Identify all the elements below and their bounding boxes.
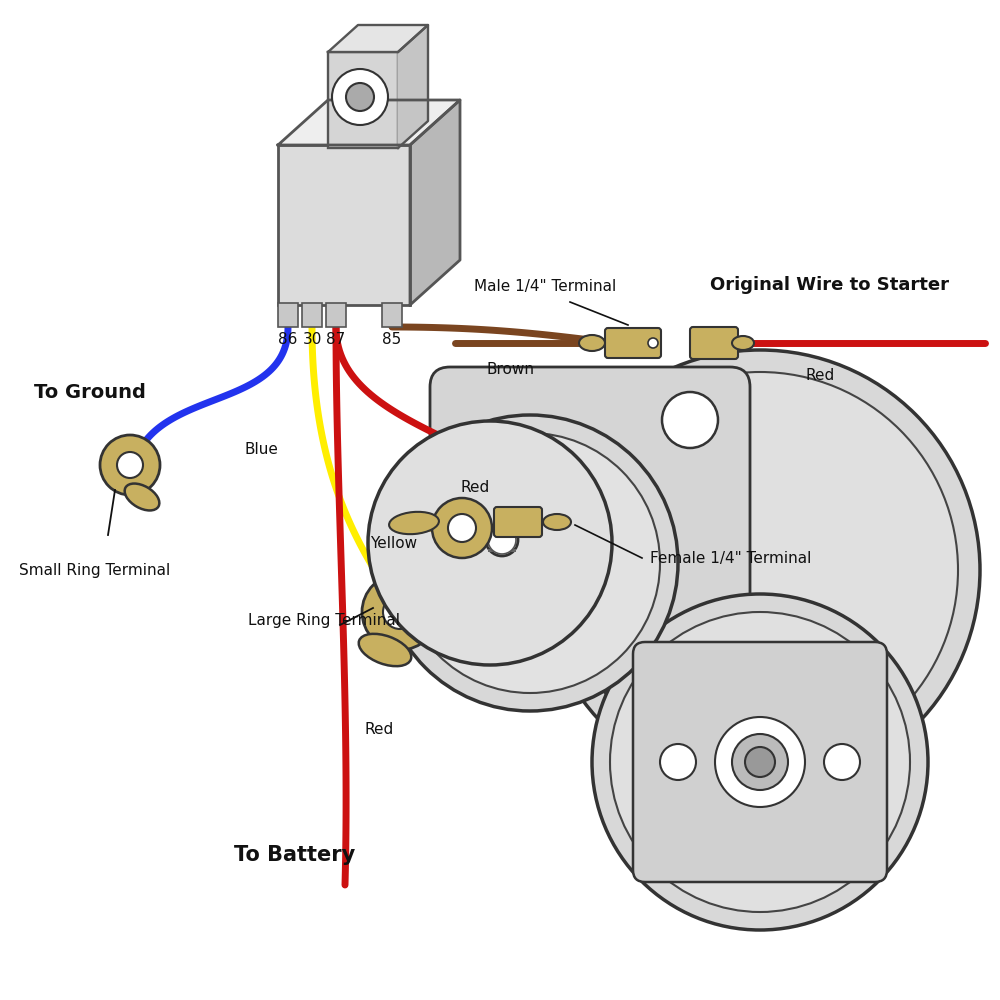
Polygon shape (398, 25, 428, 148)
Polygon shape (328, 25, 428, 52)
Ellipse shape (125, 484, 159, 510)
Bar (448, 539, 476, 542)
Text: 30: 30 (302, 332, 322, 347)
Text: 85: 85 (382, 332, 402, 347)
Circle shape (662, 392, 718, 448)
Circle shape (446, 524, 478, 556)
Text: Blue: Blue (245, 442, 279, 458)
Circle shape (100, 435, 160, 495)
Ellipse shape (543, 514, 571, 530)
Bar (488, 539, 516, 542)
Circle shape (362, 574, 438, 650)
Bar (488, 534, 516, 537)
Circle shape (660, 744, 696, 780)
Bar (448, 549, 476, 552)
Bar (488, 549, 516, 552)
Text: Original Wire to Starter: Original Wire to Starter (710, 276, 950, 294)
FancyBboxPatch shape (605, 328, 661, 358)
Bar (302, 303, 322, 327)
Circle shape (610, 612, 910, 912)
Circle shape (486, 524, 518, 556)
Text: Male 1/4" Terminal: Male 1/4" Terminal (474, 279, 616, 294)
Bar (328, 52, 398, 148)
Circle shape (400, 433, 660, 693)
Bar (448, 544, 476, 547)
Circle shape (382, 415, 678, 711)
Text: To Ground: To Ground (34, 382, 146, 401)
Text: Small Ring Terminal: Small Ring Terminal (19, 562, 171, 578)
Text: Female 1/4" Terminal: Female 1/4" Terminal (650, 550, 811, 566)
Ellipse shape (389, 512, 439, 534)
Circle shape (117, 452, 143, 478)
Polygon shape (278, 100, 460, 145)
Circle shape (488, 526, 516, 554)
Text: Brown: Brown (486, 362, 534, 377)
Bar (278, 145, 410, 305)
Bar (278, 303, 298, 327)
Text: To Battery: To Battery (234, 845, 356, 865)
Circle shape (732, 734, 788, 790)
Ellipse shape (732, 336, 754, 350)
Circle shape (745, 747, 775, 777)
FancyBboxPatch shape (690, 327, 738, 359)
Circle shape (432, 498, 492, 558)
Ellipse shape (359, 634, 411, 666)
Circle shape (368, 421, 612, 665)
Circle shape (383, 595, 417, 629)
Ellipse shape (579, 335, 605, 351)
Bar (448, 529, 476, 532)
Bar (382, 303, 402, 327)
Text: Red: Red (805, 367, 835, 382)
Circle shape (824, 744, 860, 780)
FancyBboxPatch shape (494, 507, 542, 537)
Circle shape (592, 594, 928, 930)
Circle shape (540, 350, 980, 790)
Circle shape (448, 526, 476, 554)
Circle shape (448, 514, 476, 542)
Circle shape (332, 69, 388, 125)
Bar (412, 524, 440, 532)
Text: Red: Red (365, 722, 394, 738)
Text: Large Ring Terminal: Large Ring Terminal (248, 612, 400, 628)
Circle shape (562, 372, 958, 768)
FancyBboxPatch shape (633, 642, 887, 882)
Text: Yellow: Yellow (370, 536, 417, 552)
Bar (448, 534, 476, 537)
Circle shape (715, 717, 805, 807)
Bar (488, 544, 516, 547)
Bar (326, 303, 346, 327)
Text: 86: 86 (278, 332, 298, 347)
Circle shape (346, 83, 374, 111)
Text: 87: 87 (326, 332, 346, 347)
Bar (488, 529, 516, 532)
Circle shape (648, 338, 658, 348)
Polygon shape (410, 100, 460, 305)
Text: Red: Red (460, 480, 489, 494)
FancyBboxPatch shape (430, 367, 750, 627)
